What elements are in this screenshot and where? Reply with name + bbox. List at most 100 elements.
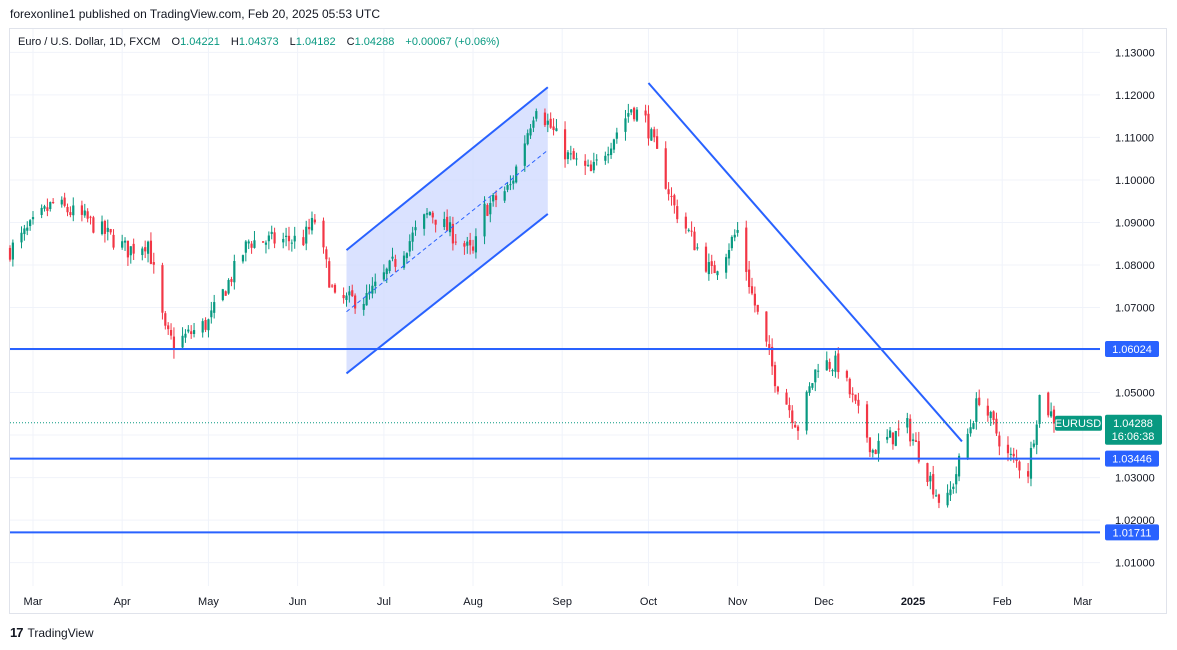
candle-down xyxy=(1018,461,1021,471)
y-tick-label: 1.02000 xyxy=(1115,515,1155,527)
candle-up xyxy=(29,220,32,227)
candle-down xyxy=(750,286,754,294)
candle-up xyxy=(730,236,733,249)
candle-down xyxy=(52,202,55,204)
candle-up xyxy=(83,210,86,216)
candle-down xyxy=(584,160,587,166)
channel-upper-line xyxy=(345,86,549,251)
candle-up xyxy=(201,321,204,333)
candle-up xyxy=(975,398,978,422)
candle-down xyxy=(794,424,797,428)
candle-up xyxy=(529,128,532,136)
candle-up xyxy=(489,203,492,215)
symbol-name[interactable]: Euro / U.S. Dollar, 1D, FXCM xyxy=(18,36,161,48)
candle-down xyxy=(328,261,331,288)
candle-down xyxy=(992,411,995,420)
y-tick-label: 1.03000 xyxy=(1115,473,1155,485)
candle-down xyxy=(926,463,929,482)
candle-up xyxy=(503,191,506,201)
y-tick-label: 1.05000 xyxy=(1115,388,1155,400)
candle-up xyxy=(425,213,429,215)
candle-down xyxy=(891,432,895,445)
candle-down xyxy=(914,440,918,442)
candle-down xyxy=(167,325,170,330)
candle-down xyxy=(753,293,756,306)
candle-down xyxy=(748,269,751,287)
candle-down xyxy=(224,291,227,296)
candle-down xyxy=(161,265,164,313)
x-tick-label: Feb xyxy=(993,596,1012,608)
candle-down xyxy=(684,216,687,229)
candle-up xyxy=(371,285,374,294)
candle-up xyxy=(264,242,268,245)
candle-down xyxy=(172,336,176,350)
candle-down xyxy=(230,279,233,282)
candle-up xyxy=(955,474,958,485)
x-tick-label: Jul xyxy=(377,596,391,608)
x-tick-label: Mar xyxy=(24,596,43,608)
candle-down xyxy=(756,304,759,312)
candle-down xyxy=(1052,409,1056,424)
candle-down xyxy=(978,397,981,406)
candle-up xyxy=(72,205,75,216)
y-tick-label: 1.09000 xyxy=(1115,217,1155,229)
candle-down xyxy=(937,494,941,503)
candle-up xyxy=(575,158,578,160)
candle-up xyxy=(808,386,811,393)
candle-up xyxy=(227,279,230,294)
candle-up xyxy=(213,302,216,313)
candle-up xyxy=(952,486,955,489)
candle-up xyxy=(141,248,144,256)
candle-up xyxy=(635,109,639,121)
x-tick-label: 2025 xyxy=(901,596,925,608)
close-label: C xyxy=(346,36,355,48)
candle-down xyxy=(690,230,693,232)
x-tick-label: Sep xyxy=(552,596,572,608)
candle-down xyxy=(463,243,466,247)
level-price-badge xyxy=(1105,524,1159,541)
candle-up xyxy=(345,295,348,301)
chart-frame xyxy=(9,28,1167,614)
candle-up xyxy=(40,207,43,215)
candle-down xyxy=(325,249,328,260)
candle-up xyxy=(405,253,408,258)
candle-up xyxy=(886,436,889,440)
candle-up xyxy=(402,255,406,268)
candle-down xyxy=(287,235,291,242)
candle-down xyxy=(874,449,877,455)
candle-down xyxy=(998,435,1001,447)
candle-down xyxy=(572,151,575,160)
candle-down xyxy=(431,212,434,218)
tradingview-brand[interactable]: TradingView xyxy=(27,625,94,640)
candle-down xyxy=(785,392,788,405)
candle-up xyxy=(1038,394,1041,424)
candle-down xyxy=(86,211,89,219)
candle-up xyxy=(123,240,127,243)
candle-up xyxy=(207,319,210,331)
candle-up xyxy=(817,370,820,372)
candle-down xyxy=(589,164,593,172)
candle-up xyxy=(474,236,478,253)
candle-up xyxy=(181,335,184,348)
y-tick-label: 1.01000 xyxy=(1115,558,1155,570)
candle-up xyxy=(650,129,653,141)
publisher-header: forexonline1 published on TradingView.co… xyxy=(10,7,381,21)
x-tick-label: Nov xyxy=(728,596,748,608)
candle-up xyxy=(609,148,613,155)
candle-up xyxy=(31,217,35,220)
candle-down xyxy=(109,229,112,233)
candle-down xyxy=(865,404,869,438)
candle-down xyxy=(917,441,920,462)
candle-up xyxy=(184,333,187,338)
candle-up xyxy=(428,211,431,216)
candle-down xyxy=(342,295,345,299)
candle-down xyxy=(126,240,130,258)
candle-down xyxy=(302,237,305,246)
candle-down xyxy=(308,227,311,230)
candle-down xyxy=(204,319,207,330)
candle-up xyxy=(293,235,296,242)
candle-down xyxy=(655,136,659,149)
low-value: 1.04182 xyxy=(295,36,336,48)
candle-up xyxy=(707,262,710,275)
